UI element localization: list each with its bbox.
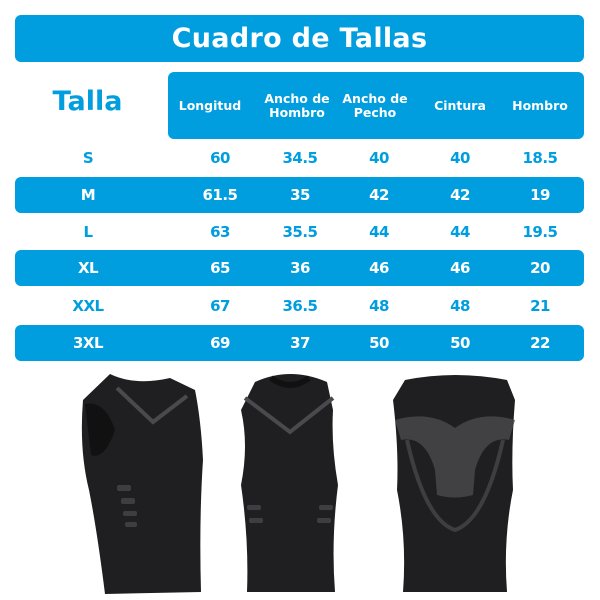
header-cintura: Cintura (434, 97, 486, 113)
header-ancho-pecho: Ancho de Pecho (342, 90, 408, 120)
table-row: 3XL 69 37 50 50 22 (15, 325, 584, 361)
value-cell: 44 (450, 223, 470, 241)
value-cell: 60 (210, 149, 230, 167)
value-cell: 42 (369, 186, 389, 204)
value-cell: 18.5 (522, 149, 558, 167)
table-row: M 61.5 35 42 42 19 (15, 177, 584, 213)
measurement-header: Longitud Ancho de Hombro Ancho de Pecho … (168, 72, 584, 139)
size-cell: 3XL (72, 334, 104, 352)
table-row: XXL 67 36.5 48 48 21 (15, 288, 584, 324)
value-cell: 50 (450, 334, 470, 352)
value-cell: 65 (210, 259, 230, 277)
value-cell: 22 (530, 334, 550, 352)
size-cell: M (80, 186, 96, 204)
value-cell: 34.5 (282, 149, 318, 167)
value-cell: 35.5 (282, 223, 318, 241)
size-column-header: Talla (52, 86, 123, 117)
table-row: S 60 34.5 40 40 18.5 (15, 140, 584, 176)
size-cell: XL (77, 259, 99, 277)
value-cell: 36.5 (282, 297, 318, 315)
value-cell: 63 (210, 223, 230, 241)
table-row: L 63 35.5 44 44 19.5 (15, 214, 584, 250)
vest-back-image (393, 375, 515, 592)
value-cell: 40 (369, 149, 389, 167)
value-cell: 46 (450, 259, 470, 277)
value-cell: 37 (290, 334, 310, 352)
vest-side-image (81, 374, 203, 594)
value-cell: 61.5 (202, 186, 238, 204)
value-cell: 20 (530, 259, 550, 277)
size-cell: L (83, 223, 93, 241)
value-cell: 21 (530, 297, 550, 315)
value-cell: 19.5 (522, 223, 558, 241)
chart-title: Cuadro de Tallas (15, 15, 584, 62)
value-cell: 48 (450, 297, 470, 315)
value-cell: 69 (210, 334, 230, 352)
value-cell: 19 (530, 186, 550, 204)
header-hombro: Hombro (512, 97, 568, 113)
value-cell: 35 (290, 186, 310, 204)
value-cell: 42 (450, 186, 470, 204)
value-cell: 36 (290, 259, 310, 277)
header-longitud: Longitud (178, 97, 242, 113)
value-cell: 48 (369, 297, 389, 315)
value-cell: 44 (369, 223, 389, 241)
header-ancho-hombro: Ancho de Hombro (264, 90, 330, 120)
table-row: XL 65 36 46 46 20 (15, 250, 584, 286)
value-cell: 40 (450, 149, 470, 167)
size-cell: XXL (72, 297, 104, 315)
vest-front-image (241, 374, 338, 592)
value-cell: 67 (210, 297, 230, 315)
value-cell: 50 (369, 334, 389, 352)
value-cell: 46 (369, 259, 389, 277)
size-cell: S (82, 149, 94, 167)
